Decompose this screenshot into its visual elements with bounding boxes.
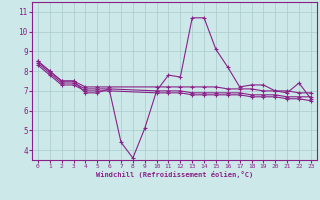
- X-axis label: Windchill (Refroidissement éolien,°C): Windchill (Refroidissement éolien,°C): [96, 171, 253, 178]
